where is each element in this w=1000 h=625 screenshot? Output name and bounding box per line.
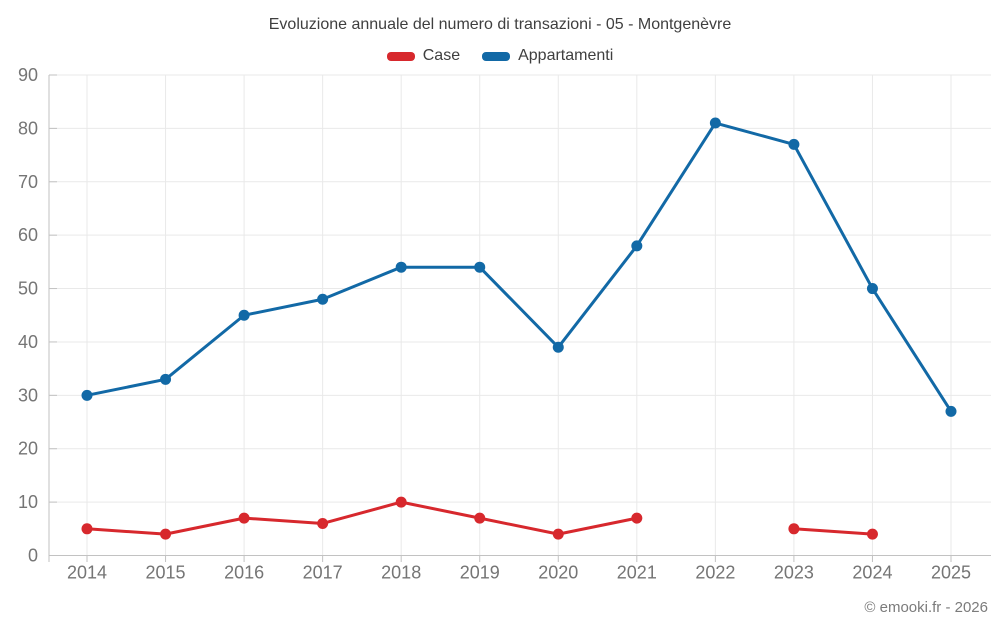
x-axis-label: 2020 xyxy=(538,563,578,583)
legend-item-case[interactable]: Case xyxy=(386,47,461,65)
y-axis-label: 50 xyxy=(18,279,38,299)
x-axis-label: 2016 xyxy=(224,563,264,583)
x-axis-label: 2024 xyxy=(852,563,892,583)
x-axis-label: 2015 xyxy=(146,563,186,583)
data-point-case[interactable] xyxy=(788,523,800,535)
x-axis-label: 2025 xyxy=(931,563,971,583)
series-line-case xyxy=(792,527,874,536)
y-axis-label: 80 xyxy=(18,118,38,138)
y-axis-label: 0 xyxy=(28,546,38,566)
data-point-appartamenti[interactable] xyxy=(238,309,250,321)
x-axis-label: 2023 xyxy=(774,563,814,583)
data-point-appartamenti[interactable] xyxy=(317,293,329,305)
data-point-appartamenti[interactable] xyxy=(788,138,800,150)
copyright-credit: © emooki.fr - 2026 xyxy=(864,599,988,616)
y-axis-label: 90 xyxy=(18,65,38,85)
legend-swatch-appartamenti xyxy=(482,51,511,61)
series-line-appartamenti xyxy=(85,121,953,413)
y-axis-label: 20 xyxy=(18,439,38,459)
data-point-case[interactable] xyxy=(395,496,407,508)
data-point-appartamenti[interactable] xyxy=(395,261,407,273)
data-point-appartamenti[interactable] xyxy=(945,405,957,417)
series-line-case xyxy=(85,500,639,536)
y-axis-label: 70 xyxy=(18,172,38,192)
legend-label-case: Case xyxy=(422,47,461,64)
data-point-appartamenti[interactable] xyxy=(866,283,878,295)
data-point-case[interactable] xyxy=(552,528,564,540)
x-axis-label: 2021 xyxy=(617,563,657,583)
y-axis-label: 60 xyxy=(18,225,38,245)
legend-label-appartamenti: Appartamenti xyxy=(518,47,614,64)
legend-swatch-case xyxy=(386,51,415,61)
x-axis-label: 2014 xyxy=(67,563,107,583)
data-point-appartamenti[interactable] xyxy=(160,373,172,385)
data-point-case[interactable] xyxy=(238,512,250,524)
data-point-case[interactable] xyxy=(81,523,93,535)
x-axis-label: 2019 xyxy=(460,563,500,583)
data-point-case[interactable] xyxy=(631,512,643,524)
x-axis-label: 2018 xyxy=(381,563,421,583)
data-point-appartamenti[interactable] xyxy=(474,261,486,273)
data-point-case[interactable] xyxy=(866,528,878,540)
y-axis-label: 30 xyxy=(18,385,38,405)
data-point-appartamenti[interactable] xyxy=(631,240,643,252)
data-point-appartamenti[interactable] xyxy=(709,117,721,129)
chart-title: Evoluzione annuale del numero di transaz… xyxy=(268,16,732,33)
y-axis-label: 40 xyxy=(18,332,38,352)
legend: Case Appartamenti xyxy=(0,47,1000,65)
data-point-case[interactable] xyxy=(160,528,172,540)
data-point-appartamenti[interactable] xyxy=(81,389,93,401)
legend-item-appartamenti[interactable]: Appartamenti xyxy=(482,47,613,65)
data-point-appartamenti[interactable] xyxy=(552,341,564,353)
data-point-case[interactable] xyxy=(474,512,486,524)
y-axis-label: 10 xyxy=(18,492,38,512)
x-axis-label: 2017 xyxy=(303,563,343,583)
data-point-case[interactable] xyxy=(317,517,329,529)
x-axis-label: 2022 xyxy=(695,563,735,583)
